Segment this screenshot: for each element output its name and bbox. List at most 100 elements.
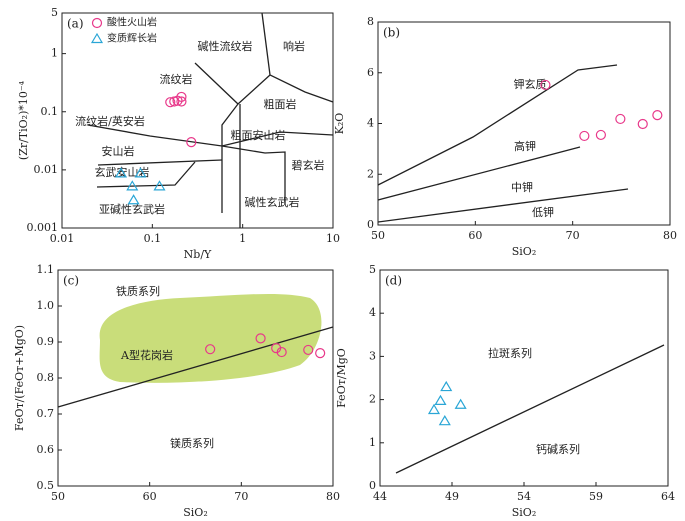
x-axis-label: SiO₂ [183,506,207,519]
point [454,398,467,409]
y-tick-label: 1 [369,436,376,449]
boundary [377,64,618,186]
x-tick-label: 70 [566,229,580,242]
legend-label: 变质辉长岩 [107,32,157,45]
point [255,333,266,344]
boundary [395,344,665,474]
annotation: 流纹岩/英安岩 [75,114,145,128]
point [176,91,187,103]
x-axis-label: SiO₂ [512,506,536,519]
point [540,79,551,91]
point [134,167,147,178]
y-tick-label: 0.1 [41,105,59,118]
x-tick-label: 1 [239,232,246,245]
annotation: 高钾 [514,139,536,153]
legend-label: 酸性火山岩 [107,16,157,29]
x-axis-label: Nb/Y [184,248,212,261]
y-tick-label: 6 [367,66,374,79]
annotation: 响岩 [283,39,305,53]
annotation: A型花岗岩 [120,348,173,362]
x-tick-label: 59 [589,490,603,503]
x-tick-label: 64 [661,490,675,503]
legend-marker [90,32,104,44]
annotation: 铁质系列 [116,284,160,298]
y-tick-label: 3 [369,349,376,362]
x-axis-label: SiO₂ [512,245,536,258]
annotation: 亚碱性玄武岩 [99,202,165,216]
y-tick-label: 4 [369,306,376,319]
point [276,346,287,358]
point [186,137,197,148]
legend-marker [91,17,103,29]
y-tick-label: 0.001 [27,221,59,234]
boundary [261,12,334,103]
annotation: 流纹岩 [160,72,193,86]
y-tick-label: 5 [369,263,376,276]
y-tick-label: 0.5 [37,479,55,492]
x-tick-label: 44 [373,490,387,503]
x-tick-label: 60 [143,490,157,503]
y-tick-label: 0.7 [37,407,55,420]
point [579,130,590,142]
annotation: 碱性流纹岩 [198,39,253,53]
y-tick-label: 0.8 [37,371,55,384]
plot-frame [379,269,669,487]
y-tick-label: 0 [367,218,374,231]
x-tick-label: 80 [663,229,677,242]
x-tick-label: 70 [234,490,248,503]
boundary [97,159,223,166]
y-tick-label: 0.01 [34,163,59,176]
point [440,380,453,392]
annotation: 粗面安山岩 [231,128,286,142]
point [652,110,663,121]
point [434,394,447,405]
y-axis-label: (Zr/TiO₂)*10⁻⁴ [17,80,30,160]
x-tick-label: 60 [468,229,482,242]
point [165,97,176,108]
x-tick-label: 54 [517,490,531,503]
y-tick-label: 8 [367,15,374,28]
y-tick-label: 5 [51,6,58,19]
annotation: 拉斑系列 [488,346,532,360]
point [427,403,441,415]
annotation: 镁质系列 [170,436,214,450]
y-tick-label: 2 [367,167,374,180]
point [153,180,166,191]
boundary [96,161,196,188]
x-tick-label: 49 [445,490,459,503]
annotation: 钾玄质 [514,77,547,91]
y-axis-label: FeOᴛ/(FeOᴛ+MgO) [13,325,26,431]
panel-label: (a) [67,17,84,31]
x-tick-label: 0.1 [144,232,162,245]
boundary [194,62,239,213]
boundary [377,146,581,201]
y-axis-label: FeOᴛ/MgO [335,348,348,408]
point [205,344,216,355]
annotation: 钙碱系列 [536,442,580,456]
x-tick-label: 50 [51,490,65,503]
point [303,344,314,356]
annotation: 碧玄岩 [292,158,325,172]
x-tick-label: 10 [326,232,340,245]
annotation: 低钾 [532,205,554,219]
boundary [87,124,334,147]
boundary [237,74,271,105]
plot-frame [61,12,334,229]
panel-label: (c) [63,274,79,288]
plot-frame [377,21,671,226]
y-axis-label: K₂O [333,113,346,135]
panel-label: (b) [383,26,400,40]
panel-label: (d) [385,274,402,288]
x-tick-label: 80 [326,490,340,503]
y-tick-label: 0.6 [37,443,55,456]
annotation: 中钾 [511,180,533,194]
a-type-field [99,293,322,383]
y-tick-label: 4 [367,117,374,130]
y-tick-label: 2 [369,393,376,406]
y-tick-label: 0 [369,479,376,492]
x-tick-label: 0.01 [50,232,75,245]
point [615,113,626,125]
y-tick-label: 1.0 [37,299,55,312]
x-tick-label: 50 [371,229,385,242]
